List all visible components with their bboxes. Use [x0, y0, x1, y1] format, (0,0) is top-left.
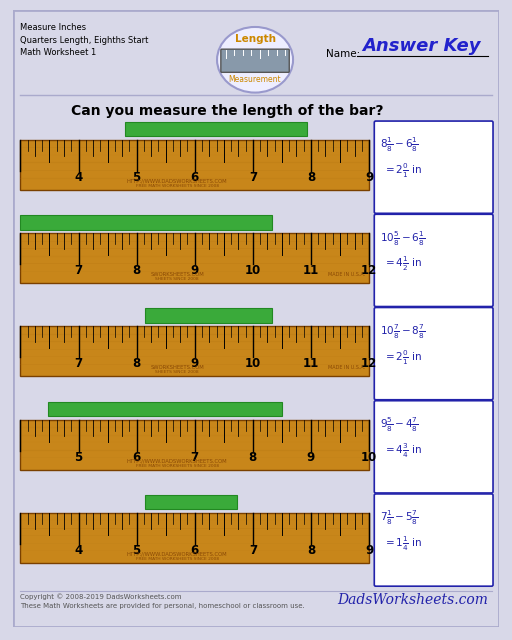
Text: 8: 8	[307, 171, 315, 184]
FancyBboxPatch shape	[374, 121, 493, 213]
Text: 9: 9	[190, 264, 199, 277]
FancyBboxPatch shape	[221, 49, 289, 72]
Text: HTTP://WWW.DADSWORKSHEETS.COM: HTTP://WWW.DADSWORKSHEETS.COM	[127, 179, 228, 184]
Text: Math Worksheet 1: Math Worksheet 1	[20, 48, 97, 57]
Text: $8\frac{1}{8}-6\frac{1}{8}$: $8\frac{1}{8}-6\frac{1}{8}$	[380, 136, 419, 154]
Text: $10\frac{7}{8}-8\frac{7}{8}$: $10\frac{7}{8}-8\frac{7}{8}$	[380, 323, 425, 341]
Text: Name:: Name:	[326, 49, 360, 59]
Bar	[20, 233, 369, 284]
Text: 4: 4	[74, 544, 82, 557]
Text: 10: 10	[361, 451, 377, 463]
FancyBboxPatch shape	[20, 215, 272, 230]
Bar	[20, 420, 369, 470]
Text: 9: 9	[190, 357, 199, 371]
Text: SHEETS SINCE 2008: SHEETS SINCE 2008	[156, 277, 199, 281]
Text: FREE MATH WORKSHEETS SINCE 2008: FREE MATH WORKSHEETS SINCE 2008	[136, 184, 219, 188]
Text: 6: 6	[190, 544, 199, 557]
Text: $7\frac{1}{8}-5\frac{7}{8}$: $7\frac{1}{8}-5\frac{7}{8}$	[380, 509, 419, 527]
Text: 7: 7	[249, 544, 257, 557]
Text: Copyright © 2008-2019 DadsWorksheets.com: Copyright © 2008-2019 DadsWorksheets.com	[20, 593, 182, 600]
Text: 8: 8	[133, 357, 141, 371]
Text: 12: 12	[361, 357, 377, 371]
Bar	[20, 513, 369, 563]
Text: FREE MATH WORKSHEETS SINCE 2008: FREE MATH WORKSHEETS SINCE 2008	[136, 464, 219, 468]
Text: $=4\frac{1}{2}$ in: $=4\frac{1}{2}$ in	[383, 255, 422, 273]
Text: Length: Length	[234, 33, 275, 44]
Bar	[20, 140, 369, 190]
Text: MADE IN U.S.A.: MADE IN U.S.A.	[328, 365, 365, 370]
Text: 11: 11	[303, 264, 319, 277]
FancyBboxPatch shape	[374, 307, 493, 400]
Text: 8: 8	[249, 451, 257, 463]
Text: Can you measure the length of the bar?: Can you measure the length of the bar?	[71, 104, 383, 118]
Text: 6: 6	[133, 451, 141, 463]
Text: 9: 9	[365, 544, 373, 557]
Text: 7: 7	[249, 171, 257, 184]
Text: SWORKSHEETS.COM: SWORKSHEETS.COM	[151, 272, 204, 276]
Text: $10\frac{5}{8}-6\frac{1}{8}$: $10\frac{5}{8}-6\frac{1}{8}$	[380, 229, 425, 248]
Text: 10: 10	[245, 357, 261, 371]
FancyBboxPatch shape	[48, 402, 282, 416]
Text: HTTP://WWW.DADSWORKSHEETS.COM: HTTP://WWW.DADSWORKSHEETS.COM	[127, 458, 228, 463]
Text: $=2\frac{0}{1}$ in: $=2\frac{0}{1}$ in	[383, 162, 422, 180]
Text: DadsWorksheets.com: DadsWorksheets.com	[337, 593, 488, 607]
FancyBboxPatch shape	[374, 401, 493, 493]
Text: 9: 9	[307, 451, 315, 463]
Text: SWORKSHEETS.COM: SWORKSHEETS.COM	[151, 365, 204, 370]
Text: 8: 8	[307, 544, 315, 557]
Text: 8: 8	[133, 264, 141, 277]
Text: 10: 10	[245, 264, 261, 277]
Text: $=2\frac{0}{1}$ in: $=2\frac{0}{1}$ in	[383, 348, 422, 367]
Text: 9: 9	[365, 171, 373, 184]
Text: Quarters Length, Eighths Start: Quarters Length, Eighths Start	[20, 36, 149, 45]
Text: Measurement: Measurement	[229, 75, 282, 84]
Text: 7: 7	[190, 451, 199, 463]
FancyBboxPatch shape	[124, 122, 307, 136]
Ellipse shape	[217, 27, 293, 93]
Text: 5: 5	[133, 544, 141, 557]
FancyBboxPatch shape	[145, 495, 237, 509]
Text: 11: 11	[303, 357, 319, 371]
Text: MADE IN U.S.A.: MADE IN U.S.A.	[328, 272, 365, 276]
Text: 12: 12	[361, 264, 377, 277]
Text: 7: 7	[74, 264, 82, 277]
Text: 6: 6	[190, 171, 199, 184]
Text: 4: 4	[74, 171, 82, 184]
Text: Measure Inches: Measure Inches	[20, 23, 87, 32]
Text: SHEETS SINCE 2008: SHEETS SINCE 2008	[156, 371, 199, 374]
Text: These Math Worksheets are provided for personal, homeschool or classroom use.: These Math Worksheets are provided for p…	[20, 603, 305, 609]
Text: $=4\frac{3}{4}$ in: $=4\frac{3}{4}$ in	[383, 442, 422, 460]
Text: FREE MATH WORKSHEETS SINCE 2008: FREE MATH WORKSHEETS SINCE 2008	[136, 557, 219, 561]
Text: $9\frac{5}{8}-4\frac{7}{8}$: $9\frac{5}{8}-4\frac{7}{8}$	[380, 415, 419, 434]
Text: $=1\frac{1}{4}$ in: $=1\frac{1}{4}$ in	[383, 534, 422, 553]
FancyBboxPatch shape	[145, 308, 272, 323]
Text: 5: 5	[133, 171, 141, 184]
FancyBboxPatch shape	[374, 214, 493, 307]
Text: 7: 7	[74, 357, 82, 371]
Bar	[20, 326, 369, 376]
Text: 5: 5	[74, 451, 82, 463]
Text: HTTP://WWW.DADSWORKSHEETS.COM: HTTP://WWW.DADSWORKSHEETS.COM	[127, 552, 228, 556]
Text: Answer Key: Answer Key	[362, 37, 481, 55]
FancyBboxPatch shape	[374, 494, 493, 586]
